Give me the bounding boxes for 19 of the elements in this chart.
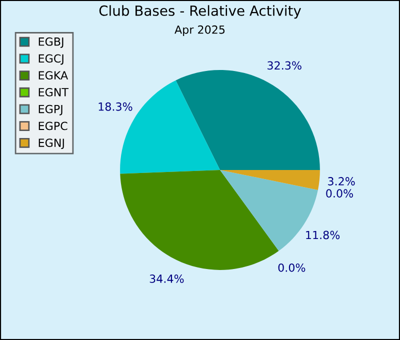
legend-label: EGPC [38, 122, 68, 130]
text: 0.0% [326, 189, 353, 198]
text: 0.0% [278, 263, 306, 272]
legend-label: EGCJ [38, 54, 64, 65]
legend-label: EGKA [38, 71, 68, 80]
legend-label: EGNT [38, 88, 69, 96]
legend-label: EGPJ [38, 104, 62, 116]
pie-slice [120, 170, 279, 270]
legend-label: EGNJ [38, 138, 64, 150]
legend-label: EGBJ [38, 37, 64, 48]
chart-title: Club Bases - Relative Activity [99, 5, 302, 19]
pie-slice [220, 170, 320, 190]
chart-subtitle: Apr 2025 [174, 25, 225, 36]
data-label: 32.3% [268, 61, 302, 70]
data-label: 3.2% [328, 177, 355, 186]
data-label: 18.3% [98, 102, 132, 111]
data-label: 11.8% [306, 230, 340, 240]
pie-slice [176, 70, 320, 170]
data-label: 34.4% [150, 274, 184, 283]
